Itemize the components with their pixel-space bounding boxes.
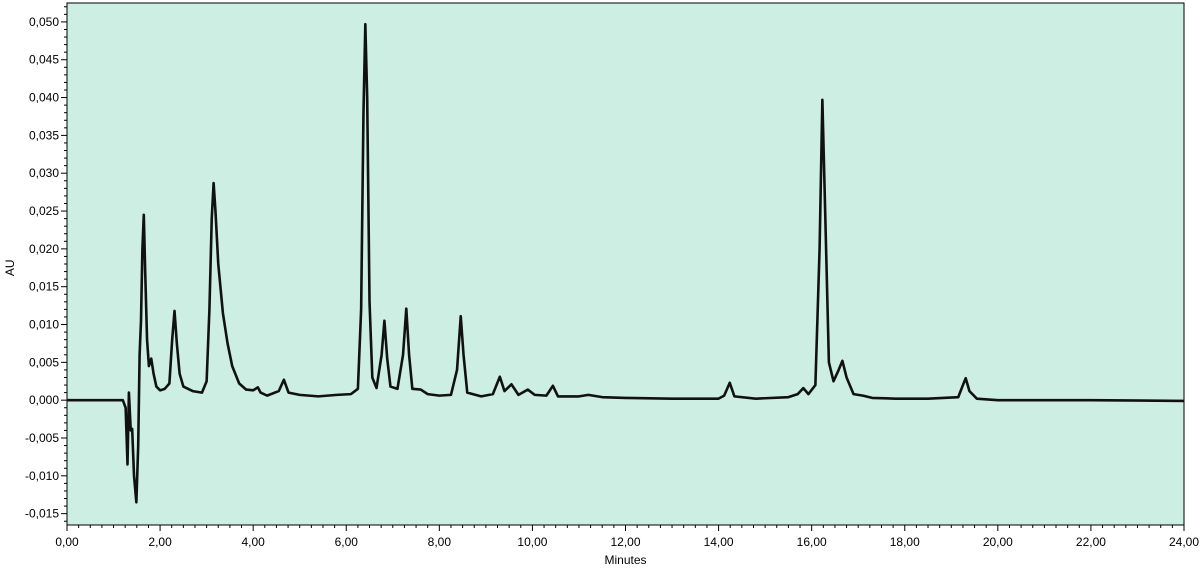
y-tick-label: 0,040	[29, 91, 59, 105]
y-tick-label: 0,020	[29, 242, 59, 256]
y-tick-label: 0,000	[29, 393, 59, 407]
y-axis: -0,015 -0,010 -0,005 0,000 0,005 0,010 0,015 0,…	[25, 6, 67, 522]
x-tick-label: 14,00	[704, 535, 734, 549]
x-tick-label: 16,00	[797, 535, 827, 549]
y-tick-label: 0,050	[29, 15, 59, 29]
x-tick-label: 10,00	[517, 535, 547, 549]
x-tick-label: 22,00	[1076, 535, 1106, 549]
x-axis-title: Minutes	[604, 553, 646, 567]
y-tick-label: 0,025	[29, 204, 59, 218]
y-tick-label: -0,015	[25, 507, 59, 521]
x-tick-label: 4,00	[241, 535, 265, 549]
y-tick-label: 0,030	[29, 166, 59, 180]
x-tick-label: 24,00	[1169, 535, 1199, 549]
y-tick-label: 0,015	[29, 280, 59, 294]
x-tick-label: 18,00	[890, 535, 920, 549]
y-tick-label: 0,010	[29, 318, 59, 332]
y-tick-label: -0,005	[25, 431, 59, 445]
x-tick-label: 6,00	[335, 535, 359, 549]
x-tick-label: 20,00	[983, 535, 1013, 549]
x-tick-label: 0,00	[55, 535, 79, 549]
x-tick-label: 8,00	[428, 535, 452, 549]
chromatogram-trace	[67, 22, 1185, 504]
plot-area	[66, 2, 1185, 526]
y-tick-label: -0,010	[25, 469, 59, 483]
y-tick-label: 0,005	[29, 355, 59, 369]
x-tick-label: 2,00	[148, 535, 172, 549]
x-axis: 0,00 2,00 4,00 6,00 8,00 10,00 12,00 14,00 16,00…	[55, 525, 1199, 549]
y-tick-label: 0,045	[29, 53, 59, 67]
y-axis-title: AU	[3, 259, 17, 276]
x-tick-label: 12,00	[610, 535, 640, 549]
y-tick-label: 0,035	[29, 128, 59, 142]
